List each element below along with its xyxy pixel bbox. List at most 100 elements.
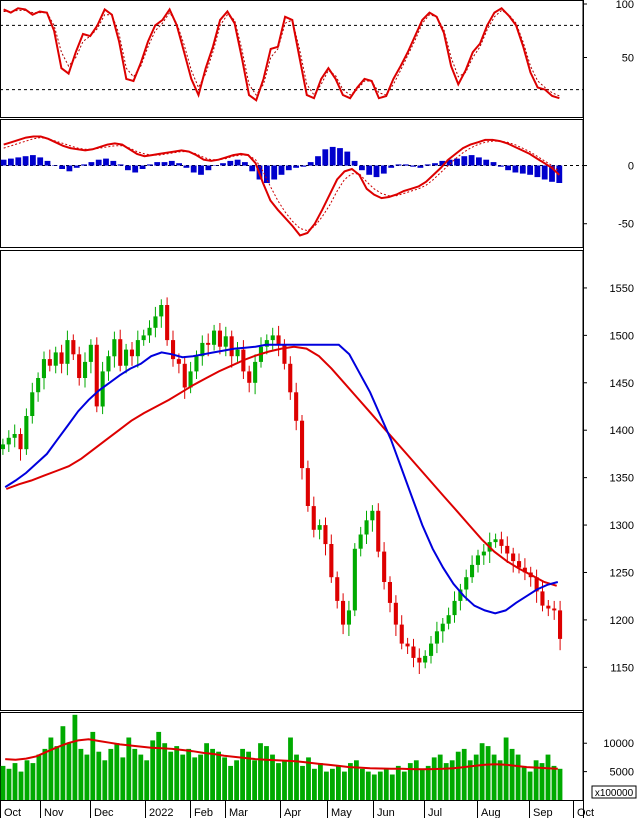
volume-bar: [348, 763, 353, 800]
volume-bar: [503, 737, 509, 800]
volume-bar: [521, 765, 527, 800]
volume-bar: [276, 763, 281, 800]
macd-histogram-bar: [73, 165, 80, 168]
stoch-ytick-100: 100: [616, 0, 634, 11]
x-axis-label-Aug: Aug: [481, 807, 501, 818]
macd-histogram-bar: [483, 159, 490, 166]
macd-ytick-0: 0: [628, 161, 634, 173]
price-candle-body: [129, 349, 134, 357]
price-ma-long-line: [5, 345, 557, 587]
macd-histogram-bar: [490, 162, 497, 166]
price-candle-body: [135, 340, 140, 357]
volume-bar: [425, 765, 431, 800]
macd-histogram-bar: [380, 165, 387, 174]
volume-bar: [431, 757, 437, 800]
price-candle-body: [0, 444, 5, 450]
price-candle-body: [499, 539, 504, 546]
price-candle-body: [30, 392, 35, 416]
volume-bar: [72, 714, 78, 800]
price-candle-body: [112, 339, 117, 357]
price-candle-body: [540, 591, 545, 606]
volume-bar: [330, 768, 335, 800]
price-candle-body: [505, 545, 510, 554]
volume-bar: [497, 760, 503, 800]
volume-bar: [156, 731, 162, 800]
price-candle-body: [346, 610, 351, 625]
volume-bar: [527, 771, 533, 800]
macd-histogram-bar: [227, 160, 234, 166]
price-candle-body: [147, 327, 152, 336]
price-candle-body: [12, 434, 17, 438]
macd-histogram-bar: [322, 149, 329, 166]
price-candle-body: [417, 657, 422, 663]
price-candle-body: [165, 305, 170, 341]
volume-bar: [150, 740, 156, 800]
price-candle-body: [434, 631, 439, 644]
volume-bar: [324, 771, 329, 800]
price-candle-body: [364, 520, 369, 535]
volume-bar: [204, 743, 209, 800]
volume-bar: [180, 754, 186, 800]
macd-histogram-bar: [534, 165, 541, 178]
volume-bar: [186, 748, 192, 800]
macd-histogram-bar: [329, 146, 336, 166]
price-ytick-1450: 1450: [610, 378, 634, 390]
macd-histogram-bar: [549, 165, 555, 182]
price-candle-body: [247, 371, 252, 383]
price-candle-body: [311, 506, 316, 530]
volume-bar: [246, 751, 251, 800]
macd-histogram-bar: [315, 156, 321, 166]
macd-histogram-bar: [300, 165, 307, 167]
price-candle-body: [376, 510, 381, 552]
volume-bar: [539, 763, 545, 800]
volume-bar: [318, 763, 323, 800]
volume-bar: [342, 771, 347, 800]
price-candle-body: [65, 340, 70, 364]
volume-bar: [264, 746, 269, 800]
macd-histogram-bar: [388, 165, 395, 168]
volume-bar: [300, 765, 305, 800]
macd-histogram-bar: [446, 159, 453, 166]
price-candle-body: [106, 356, 111, 372]
price-candle-body: [53, 352, 58, 366]
price-ytick-1200: 1200: [610, 615, 634, 627]
macd-histogram-bar: [410, 165, 416, 167]
macd-histogram-bar: [359, 165, 365, 171]
macd-histogram-bar: [402, 164, 409, 166]
macd-histogram-bar: [307, 162, 314, 166]
volume-bar: [491, 754, 497, 800]
price-candle-body: [159, 305, 164, 317]
price-candle-body: [77, 354, 82, 378]
price-ytick-1550: 1550: [610, 283, 634, 295]
volume-bar: [294, 754, 299, 800]
volume-bar: [455, 751, 461, 800]
price-candle-body: [446, 615, 451, 624]
macd-histogram-bar: [541, 165, 548, 180]
price-candle-body: [182, 363, 187, 388]
volume-bar: [12, 763, 18, 800]
price-candle-body: [118, 339, 123, 366]
price-candle-body: [212, 330, 217, 345]
volume-bar: [84, 754, 90, 800]
price-candle-body: [153, 316, 158, 328]
volume-bar: [461, 748, 467, 800]
volume-bar: [60, 726, 66, 800]
volume-bar: [467, 760, 473, 800]
volume-bar: [132, 748, 138, 800]
macd-histogram-bar: [439, 160, 446, 166]
macd-histogram-bar: [0, 159, 7, 166]
volume-unit-label: x100000: [595, 788, 634, 799]
price-candle-body: [329, 544, 334, 578]
x-axis-label-Jul: Jul: [428, 807, 442, 818]
volume-bar: [479, 743, 485, 800]
price-candle-body: [59, 352, 64, 364]
macd-histogram-bar: [154, 162, 161, 166]
price-ytick-1350: 1350: [610, 473, 634, 485]
price-candle-body: [511, 553, 516, 562]
macd-histogram-bar: [512, 165, 519, 173]
macd-histogram-bar: [527, 165, 533, 175]
price-candle-body: [352, 548, 357, 611]
price-candle-body: [452, 600, 457, 616]
volume-bar: [252, 760, 257, 800]
